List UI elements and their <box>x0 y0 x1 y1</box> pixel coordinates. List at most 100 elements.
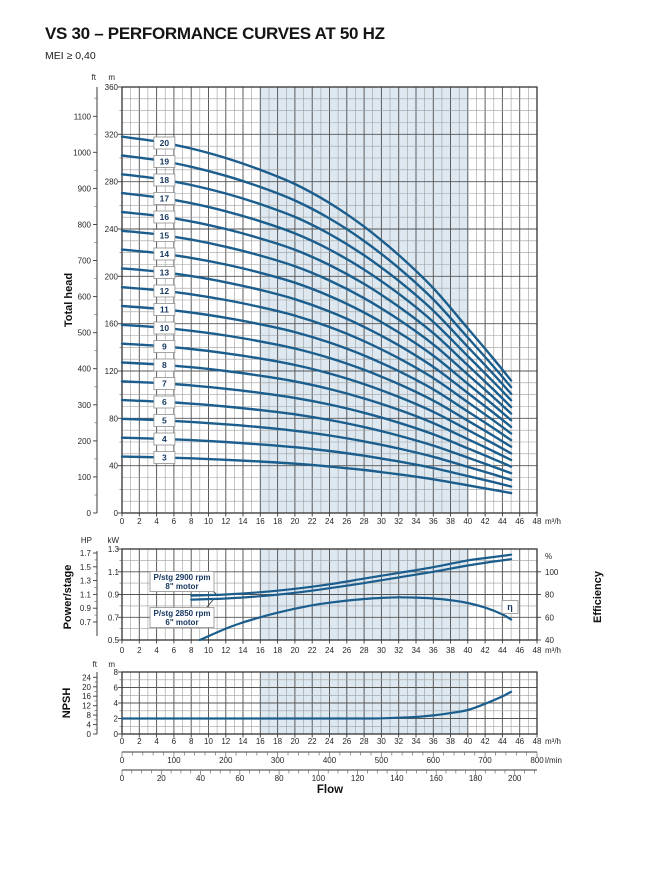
mei-rating: MEI ≥ 0,40 <box>45 50 96 62</box>
svg-text:300: 300 <box>78 401 92 410</box>
svg-text:700: 700 <box>478 756 492 765</box>
head-curve-19 <box>120 154 513 389</box>
svg-text:1100: 1100 <box>74 112 92 121</box>
page-title: VS 30 – PERFORMANCE CURVES AT 50 HZ <box>45 24 385 43</box>
svg-text:10: 10 <box>204 517 213 526</box>
head-curve-8 <box>120 361 513 462</box>
axis-label-power-stage: Power/stage <box>62 564 74 630</box>
svg-text:16: 16 <box>82 692 91 701</box>
stage-label-12: 12 <box>153 284 176 298</box>
svg-text:360: 360 <box>105 83 119 92</box>
svg-text:48: 48 <box>533 646 542 655</box>
svg-text:24: 24 <box>82 673 91 682</box>
head-curve-6 <box>120 398 513 475</box>
stage-label-10: 10 <box>153 321 176 335</box>
svg-text:12: 12 <box>221 737 230 746</box>
svg-text:0.9: 0.9 <box>80 604 92 613</box>
svg-text:320: 320 <box>105 130 119 139</box>
svg-text:20: 20 <box>290 646 299 655</box>
head-curve-9 <box>120 342 513 455</box>
svg-text:%: % <box>545 552 552 561</box>
axis-label-flow: Flow <box>316 784 344 796</box>
axis-label-efficiency: Efficiency <box>592 571 604 623</box>
npsh-curve <box>120 690 513 720</box>
svg-text:4: 4 <box>87 721 92 730</box>
svg-text:34: 34 <box>412 737 421 746</box>
head-curve-20 <box>120 135 513 382</box>
efficiency-curve <box>198 596 513 642</box>
svg-text:26: 26 <box>342 646 351 655</box>
head-curve-17 <box>120 191 513 402</box>
svg-text:34: 34 <box>412 517 421 526</box>
power-panel: 0.50.70.91.11.30.70.91.11.31.51.7HP kW406… <box>80 536 561 655</box>
svg-text:m³/h: m³/h <box>545 517 561 526</box>
svg-text:280: 280 <box>105 178 119 187</box>
svg-text:600: 600 <box>78 293 92 302</box>
axis-label-npsh: NPSH <box>61 687 73 719</box>
svg-text:12: 12 <box>82 702 91 711</box>
svg-text:η: η <box>507 602 513 612</box>
svg-text:1.1: 1.1 <box>80 590 92 599</box>
svg-text:600: 600 <box>427 756 441 765</box>
svg-text:7: 7 <box>162 379 167 389</box>
svg-text:kW: kW <box>107 536 119 545</box>
svg-text:0.7: 0.7 <box>80 618 92 627</box>
svg-text:18: 18 <box>160 175 170 185</box>
svg-text:42: 42 <box>481 646 490 655</box>
svg-text:14: 14 <box>239 737 248 746</box>
stage-label-15: 15 <box>153 229 176 242</box>
svg-text:m³/h: m³/h <box>545 646 561 655</box>
svg-text:46: 46 <box>515 517 524 526</box>
svg-text:46: 46 <box>515 646 524 655</box>
svg-text:m³/h: m³/h <box>545 737 561 746</box>
svg-text:l/min: l/min <box>545 756 562 765</box>
svg-text:38: 38 <box>446 737 455 746</box>
svg-text:HP: HP <box>81 536 92 545</box>
head-curve-13 <box>120 267 513 429</box>
svg-text:22: 22 <box>308 646 317 655</box>
svg-text:11: 11 <box>160 305 169 315</box>
head-curve-3 <box>120 455 513 495</box>
svg-text:8: 8 <box>87 711 92 720</box>
head-curve-14 <box>120 248 513 422</box>
stage-label-3: 3 <box>153 451 176 464</box>
svg-text:8: 8 <box>189 737 194 746</box>
svg-text:2: 2 <box>137 646 142 655</box>
svg-text:18: 18 <box>273 646 282 655</box>
stage-label-8: 8 <box>153 358 176 372</box>
svg-text:6: 6 <box>114 684 119 693</box>
svg-text:2: 2 <box>137 517 142 526</box>
svg-text:44: 44 <box>498 646 507 655</box>
svg-text:400: 400 <box>78 365 92 374</box>
svg-text:500: 500 <box>78 329 92 338</box>
svg-text:0: 0 <box>114 509 119 518</box>
svg-text:4: 4 <box>154 517 159 526</box>
svg-text:34: 34 <box>412 646 421 655</box>
svg-text:1.3: 1.3 <box>108 545 120 554</box>
svg-text:9: 9 <box>162 342 167 352</box>
svg-text:14: 14 <box>239 646 248 655</box>
svg-text:14: 14 <box>160 249 170 259</box>
svg-text:P/stg 2900 rpm: P/stg 2900 rpm <box>154 573 211 582</box>
svg-text:m: m <box>108 73 115 82</box>
svg-text:0: 0 <box>87 730 92 739</box>
svg-text:24: 24 <box>325 737 334 746</box>
svg-text:10: 10 <box>204 737 213 746</box>
svg-text:38: 38 <box>446 646 455 655</box>
svg-text:2: 2 <box>114 715 119 724</box>
svg-text:48: 48 <box>533 517 542 526</box>
svg-text:100: 100 <box>78 473 92 482</box>
stage-label-7: 7 <box>153 377 176 390</box>
svg-text:3: 3 <box>162 453 167 463</box>
svg-text:28: 28 <box>360 646 369 655</box>
svg-text:10: 10 <box>160 323 170 333</box>
svg-text:5: 5 <box>162 416 167 426</box>
svg-text:48: 48 <box>533 737 542 746</box>
svg-text:0: 0 <box>87 509 92 518</box>
svg-text:28: 28 <box>360 737 369 746</box>
svg-text:0: 0 <box>120 646 125 655</box>
svg-text:4: 4 <box>162 434 167 444</box>
svg-text:200: 200 <box>78 437 92 446</box>
